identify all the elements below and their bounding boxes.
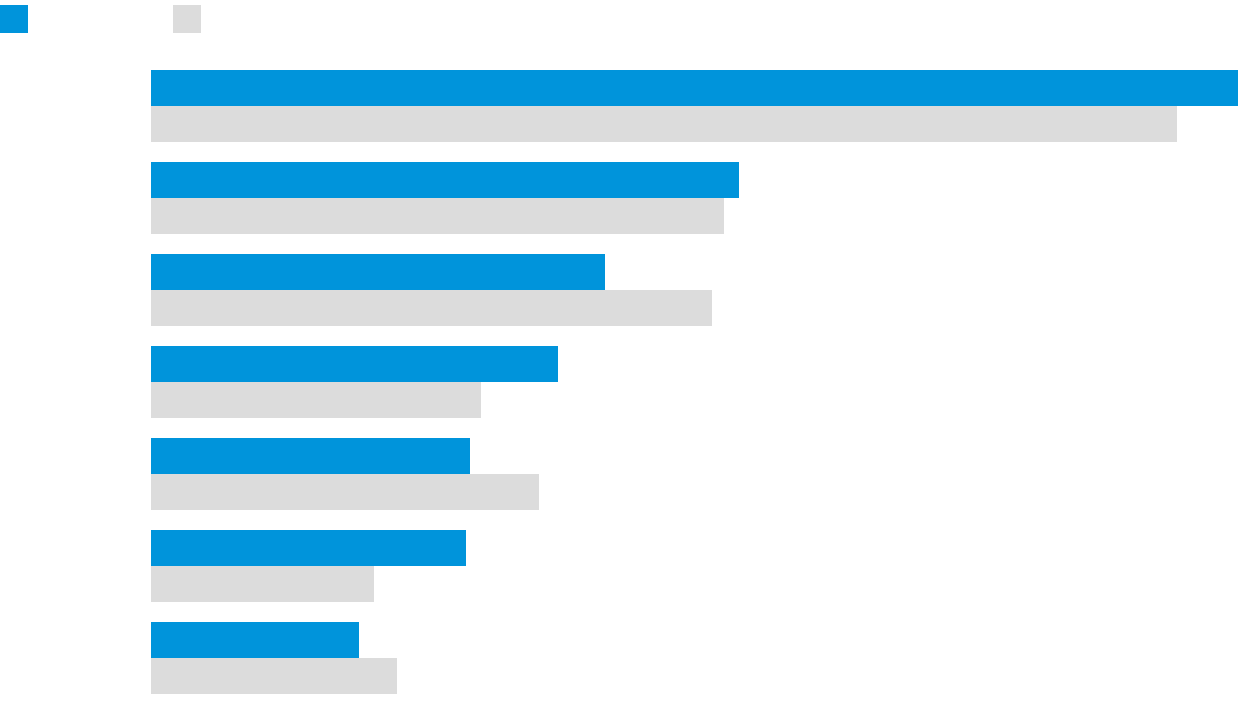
bar-6-series-1: [151, 530, 466, 566]
bar-6-series-2: [151, 566, 374, 602]
legend-swatch-series-2: [173, 5, 201, 33]
bar-3-series-2: [151, 290, 712, 326]
bar-group-3: [151, 254, 712, 326]
bar-group-7: [151, 622, 397, 694]
bar-4-series-1: [151, 346, 558, 382]
bar-group-2: [151, 162, 739, 234]
bar-3-series-1: [151, 254, 605, 290]
chart-bars: [151, 70, 1238, 694]
legend-swatch-series-1: [0, 5, 28, 33]
bar-group-1: [151, 70, 1238, 142]
bar-2-series-2: [151, 198, 724, 234]
bar-7-series-1: [151, 622, 359, 658]
bar-1-series-1: [151, 70, 1238, 106]
chart-legend: [0, 5, 201, 33]
bar-2-series-1: [151, 162, 739, 198]
bar-5-series-2: [151, 474, 539, 510]
bar-7-series-2: [151, 658, 397, 694]
bar-4-series-2: [151, 382, 481, 418]
bar-group-6: [151, 530, 466, 602]
bar-1-series-2: [151, 106, 1177, 142]
bar-group-5: [151, 438, 539, 510]
bar-5-series-1: [151, 438, 470, 474]
bar-group-4: [151, 346, 558, 418]
